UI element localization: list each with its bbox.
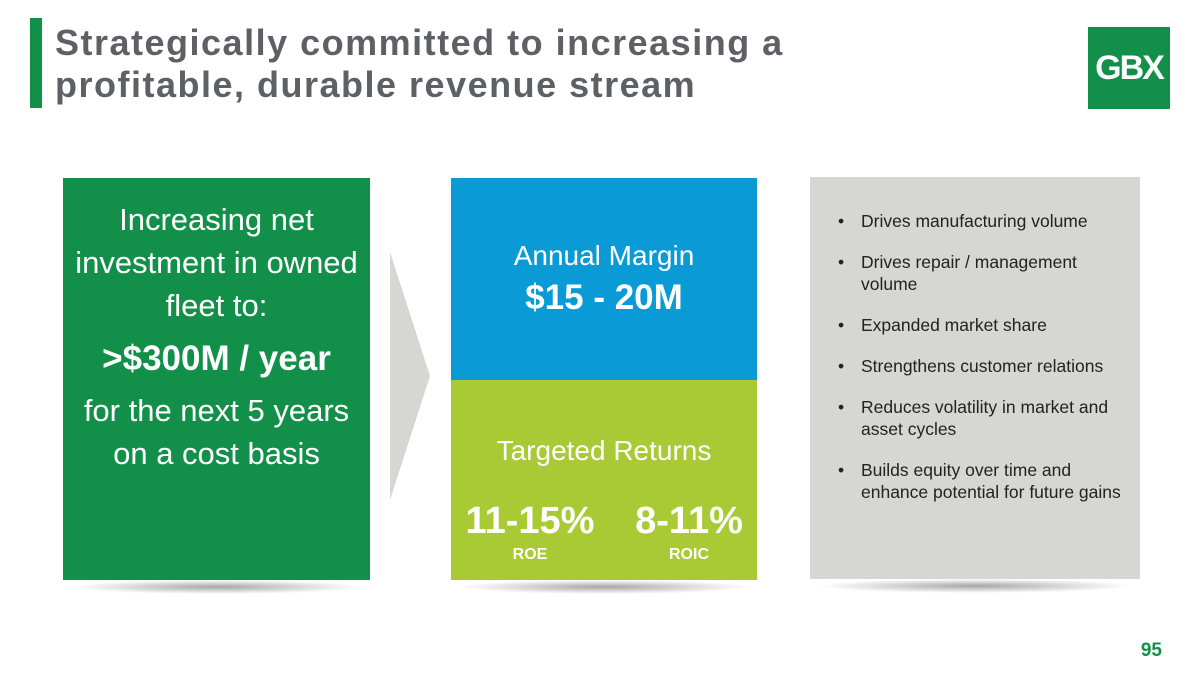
benefit-text: Drives repair / management volume: [861, 252, 1077, 294]
roic-value: 8-11%: [635, 500, 743, 542]
gbx-logo: GBX: [1088, 27, 1170, 109]
list-item: • Strengthens customer relations: [838, 355, 1124, 377]
list-item: • Expanded market share: [838, 314, 1124, 336]
benefit-text: Expanded market share: [861, 315, 1047, 335]
bullet-icon: •: [838, 211, 845, 231]
chevron-right-icon: [390, 252, 430, 500]
left-box-shadow: [70, 580, 363, 594]
annual-margin-value: $15 - 20M: [525, 278, 683, 317]
targeted-returns-label: Targeted Returns: [496, 435, 712, 466]
title-accent-bar: [30, 18, 42, 108]
benefit-text: Reduces volatility in market and asset c…: [861, 397, 1109, 439]
fleet-investment-amount: >$300M / year: [102, 339, 331, 378]
center-box-shadow: [458, 580, 750, 594]
annual-margin-label: Annual Margin: [513, 240, 695, 271]
bullet-icon: •: [838, 397, 845, 417]
roic-label: ROIC: [669, 546, 709, 563]
bullet-icon: •: [838, 356, 845, 376]
fleet-investment-period: for the next 5 years on a cost basis: [83, 393, 350, 471]
roe-value: 11-15%: [465, 500, 595, 542]
benefit-text: Drives manufacturing volume: [861, 211, 1088, 231]
bullet-icon: •: [838, 252, 845, 272]
targeted-returns-box: Targeted Returns 11-15% ROE 8-11% ROIC: [451, 380, 757, 580]
fleet-investment-intro: Increasing net investment in owned fleet…: [75, 202, 358, 323]
bullet-icon: •: [838, 315, 845, 335]
list-item: • Drives manufacturing volume: [838, 210, 1124, 232]
annual-margin-box: Annual Margin $15 - 20M: [451, 178, 757, 380]
slide-title: Strategically committed to increasing a …: [55, 22, 784, 105]
list-item: • Reduces volatility in market and asset …: [838, 396, 1124, 440]
benefit-text: Builds equity over time and enhance pote…: [861, 460, 1121, 502]
list-item: • Builds equity over time and enhance pot…: [838, 459, 1124, 503]
benefits-box: • Drives manufacturing volume • Drives rep…: [810, 177, 1140, 579]
page-number: 95: [1140, 640, 1162, 661]
benefits-list: • Drives manufacturing volume • Drives rep…: [838, 210, 1124, 503]
roe-label: ROE: [512, 546, 548, 563]
benefit-text: Strengthens customer relations: [861, 356, 1104, 376]
list-item: • Drives repair / management volume: [838, 251, 1124, 295]
fleet-investment-box: Increasing net investment in owned fleet…: [63, 178, 370, 580]
roic-metric: 8-11% ROIC: [624, 500, 754, 564]
roe-metric: 11-15% ROE: [465, 500, 595, 564]
bullet-icon: •: [838, 460, 845, 480]
right-box-shadow: [817, 579, 1133, 593]
